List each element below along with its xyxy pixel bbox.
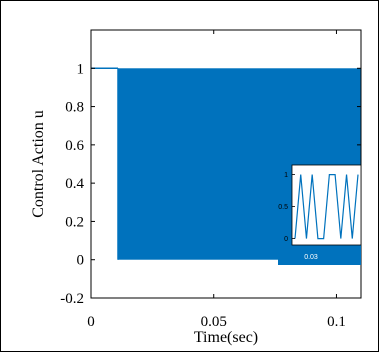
inset-series-line xyxy=(294,174,359,240)
x-tick-label: 0.05 xyxy=(201,314,227,330)
y-tick-label: 0.8 xyxy=(65,100,84,116)
y-tick-label: 0.2 xyxy=(65,214,84,230)
inset-series xyxy=(294,174,359,240)
inset-x-label: 0.03 xyxy=(304,254,318,261)
x-ticks: 0 0.05 0.1 xyxy=(87,30,346,330)
inset-y-tick-label: 0 xyxy=(284,236,288,243)
inset-y-ticks: 00.51 xyxy=(278,172,295,243)
y-tick-label: 0 xyxy=(77,253,85,269)
y-tick-label: 0.6 xyxy=(65,138,84,154)
x-tick-label: 0 xyxy=(87,314,95,330)
y-tick-label: 0.4 xyxy=(65,176,84,192)
x-tick-label: 0.1 xyxy=(327,314,346,330)
inset-y-tick-label: 1 xyxy=(284,172,288,179)
inset-plot: 00.51 0.03 xyxy=(278,164,362,265)
y-ticks: -0.2 0 0.2 0.4 0.6 0.8 1 xyxy=(60,61,361,307)
y-tick-label: 1 xyxy=(77,61,85,77)
axes-box xyxy=(90,29,362,299)
inset-y-tick-label: 0.5 xyxy=(278,204,288,211)
x-axis-label: Time(sec) xyxy=(194,329,258,346)
y-tick-label: -0.2 xyxy=(60,291,84,307)
y-axis-label: Control Action u xyxy=(30,110,47,218)
